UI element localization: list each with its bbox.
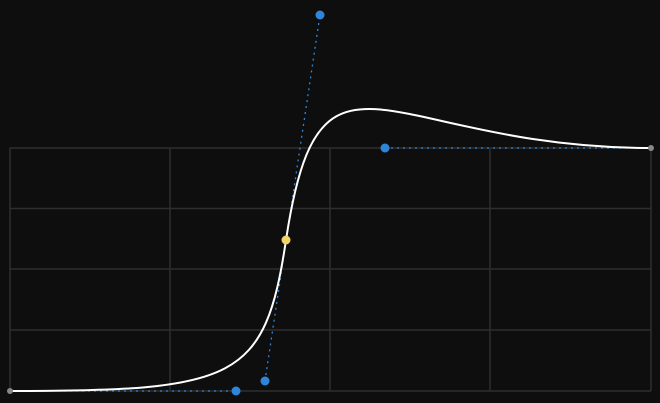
bezier-handle-icon[interactable] bbox=[260, 376, 270, 386]
keyframe-point-icon[interactable] bbox=[281, 235, 291, 245]
keyframe-point-icon[interactable] bbox=[648, 145, 654, 151]
handle-line bbox=[264, 14, 321, 382]
keyframe-point-icon[interactable] bbox=[7, 388, 13, 394]
bezier-handle-icon[interactable] bbox=[315, 10, 325, 20]
bezier-handle-icon[interactable] bbox=[231, 386, 241, 396]
animation-curve[interactable] bbox=[9, 107, 652, 392]
bezier-handle-icon[interactable] bbox=[380, 143, 390, 153]
